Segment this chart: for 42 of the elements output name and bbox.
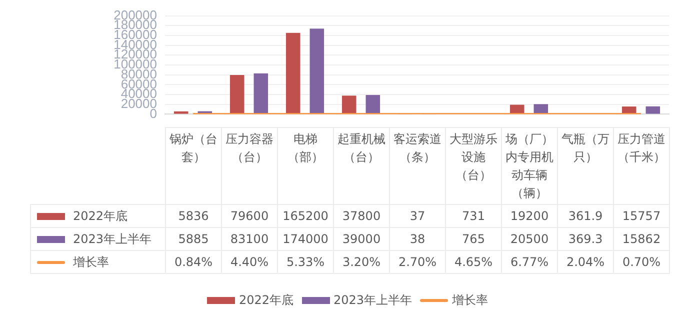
legend-label: 2023年上半年 bbox=[30, 228, 166, 250]
data-label: 15757 bbox=[614, 204, 670, 228]
x-tick-label: 锅炉（台套） bbox=[166, 128, 222, 204]
legend-label: 2022年底 bbox=[30, 204, 166, 228]
x-tick-label: 场（厂）内专用机动车辆（辆） bbox=[502, 128, 558, 204]
data-label: 0.84% bbox=[166, 250, 222, 274]
data-label: 6.77% bbox=[502, 250, 558, 274]
x-tick-label: 压力管道（千米） bbox=[614, 128, 670, 204]
data-label: 37800 bbox=[334, 204, 390, 228]
data-label: 20500 bbox=[502, 228, 558, 250]
data-label: 731 bbox=[446, 204, 502, 228]
data-label: 83100 bbox=[222, 228, 278, 250]
text: 2023年上半年 bbox=[334, 293, 412, 307]
data-label: 4.40% bbox=[222, 250, 278, 274]
data-label: 15862 bbox=[614, 228, 670, 250]
x-tick-label: 电梯（部） bbox=[278, 128, 334, 204]
legend-label: 增长率 bbox=[30, 250, 166, 274]
data-label: 2.04% bbox=[558, 250, 614, 274]
data-label: 174000 bbox=[278, 228, 334, 250]
data-label: 3.20% bbox=[334, 250, 390, 274]
x-tick-label: 大型游乐设施（台） bbox=[446, 128, 502, 204]
x-tick-label: 气瓶（万只） bbox=[558, 128, 614, 204]
data-label: 4.65% bbox=[446, 250, 502, 274]
data-label: 37 bbox=[390, 204, 446, 228]
text: 增长率 bbox=[452, 293, 488, 307]
data-label: 79600 bbox=[222, 204, 278, 228]
data-label: 19200 bbox=[502, 204, 558, 228]
data-label: 5836 bbox=[166, 204, 222, 228]
x-tick-label: 压力容器（台） bbox=[222, 128, 278, 204]
text: 2022年底 bbox=[238, 293, 294, 307]
data-label: 5.33% bbox=[278, 250, 334, 274]
x-tick-label: 客运索道（条） bbox=[390, 128, 446, 204]
data-label: 369.3 bbox=[558, 228, 614, 250]
data-label: 38 bbox=[390, 228, 446, 250]
data-label: 765 bbox=[446, 228, 502, 250]
data-label: 0.70% bbox=[614, 250, 670, 274]
data-label: 2.70% bbox=[390, 250, 446, 274]
data-label: 165200 bbox=[278, 204, 334, 228]
data-label: 39000 bbox=[334, 228, 390, 250]
data-label: 361.9 bbox=[558, 204, 614, 228]
x-tick-label: 起重机械（台） bbox=[334, 128, 390, 204]
data-label: 5885 bbox=[166, 228, 222, 250]
